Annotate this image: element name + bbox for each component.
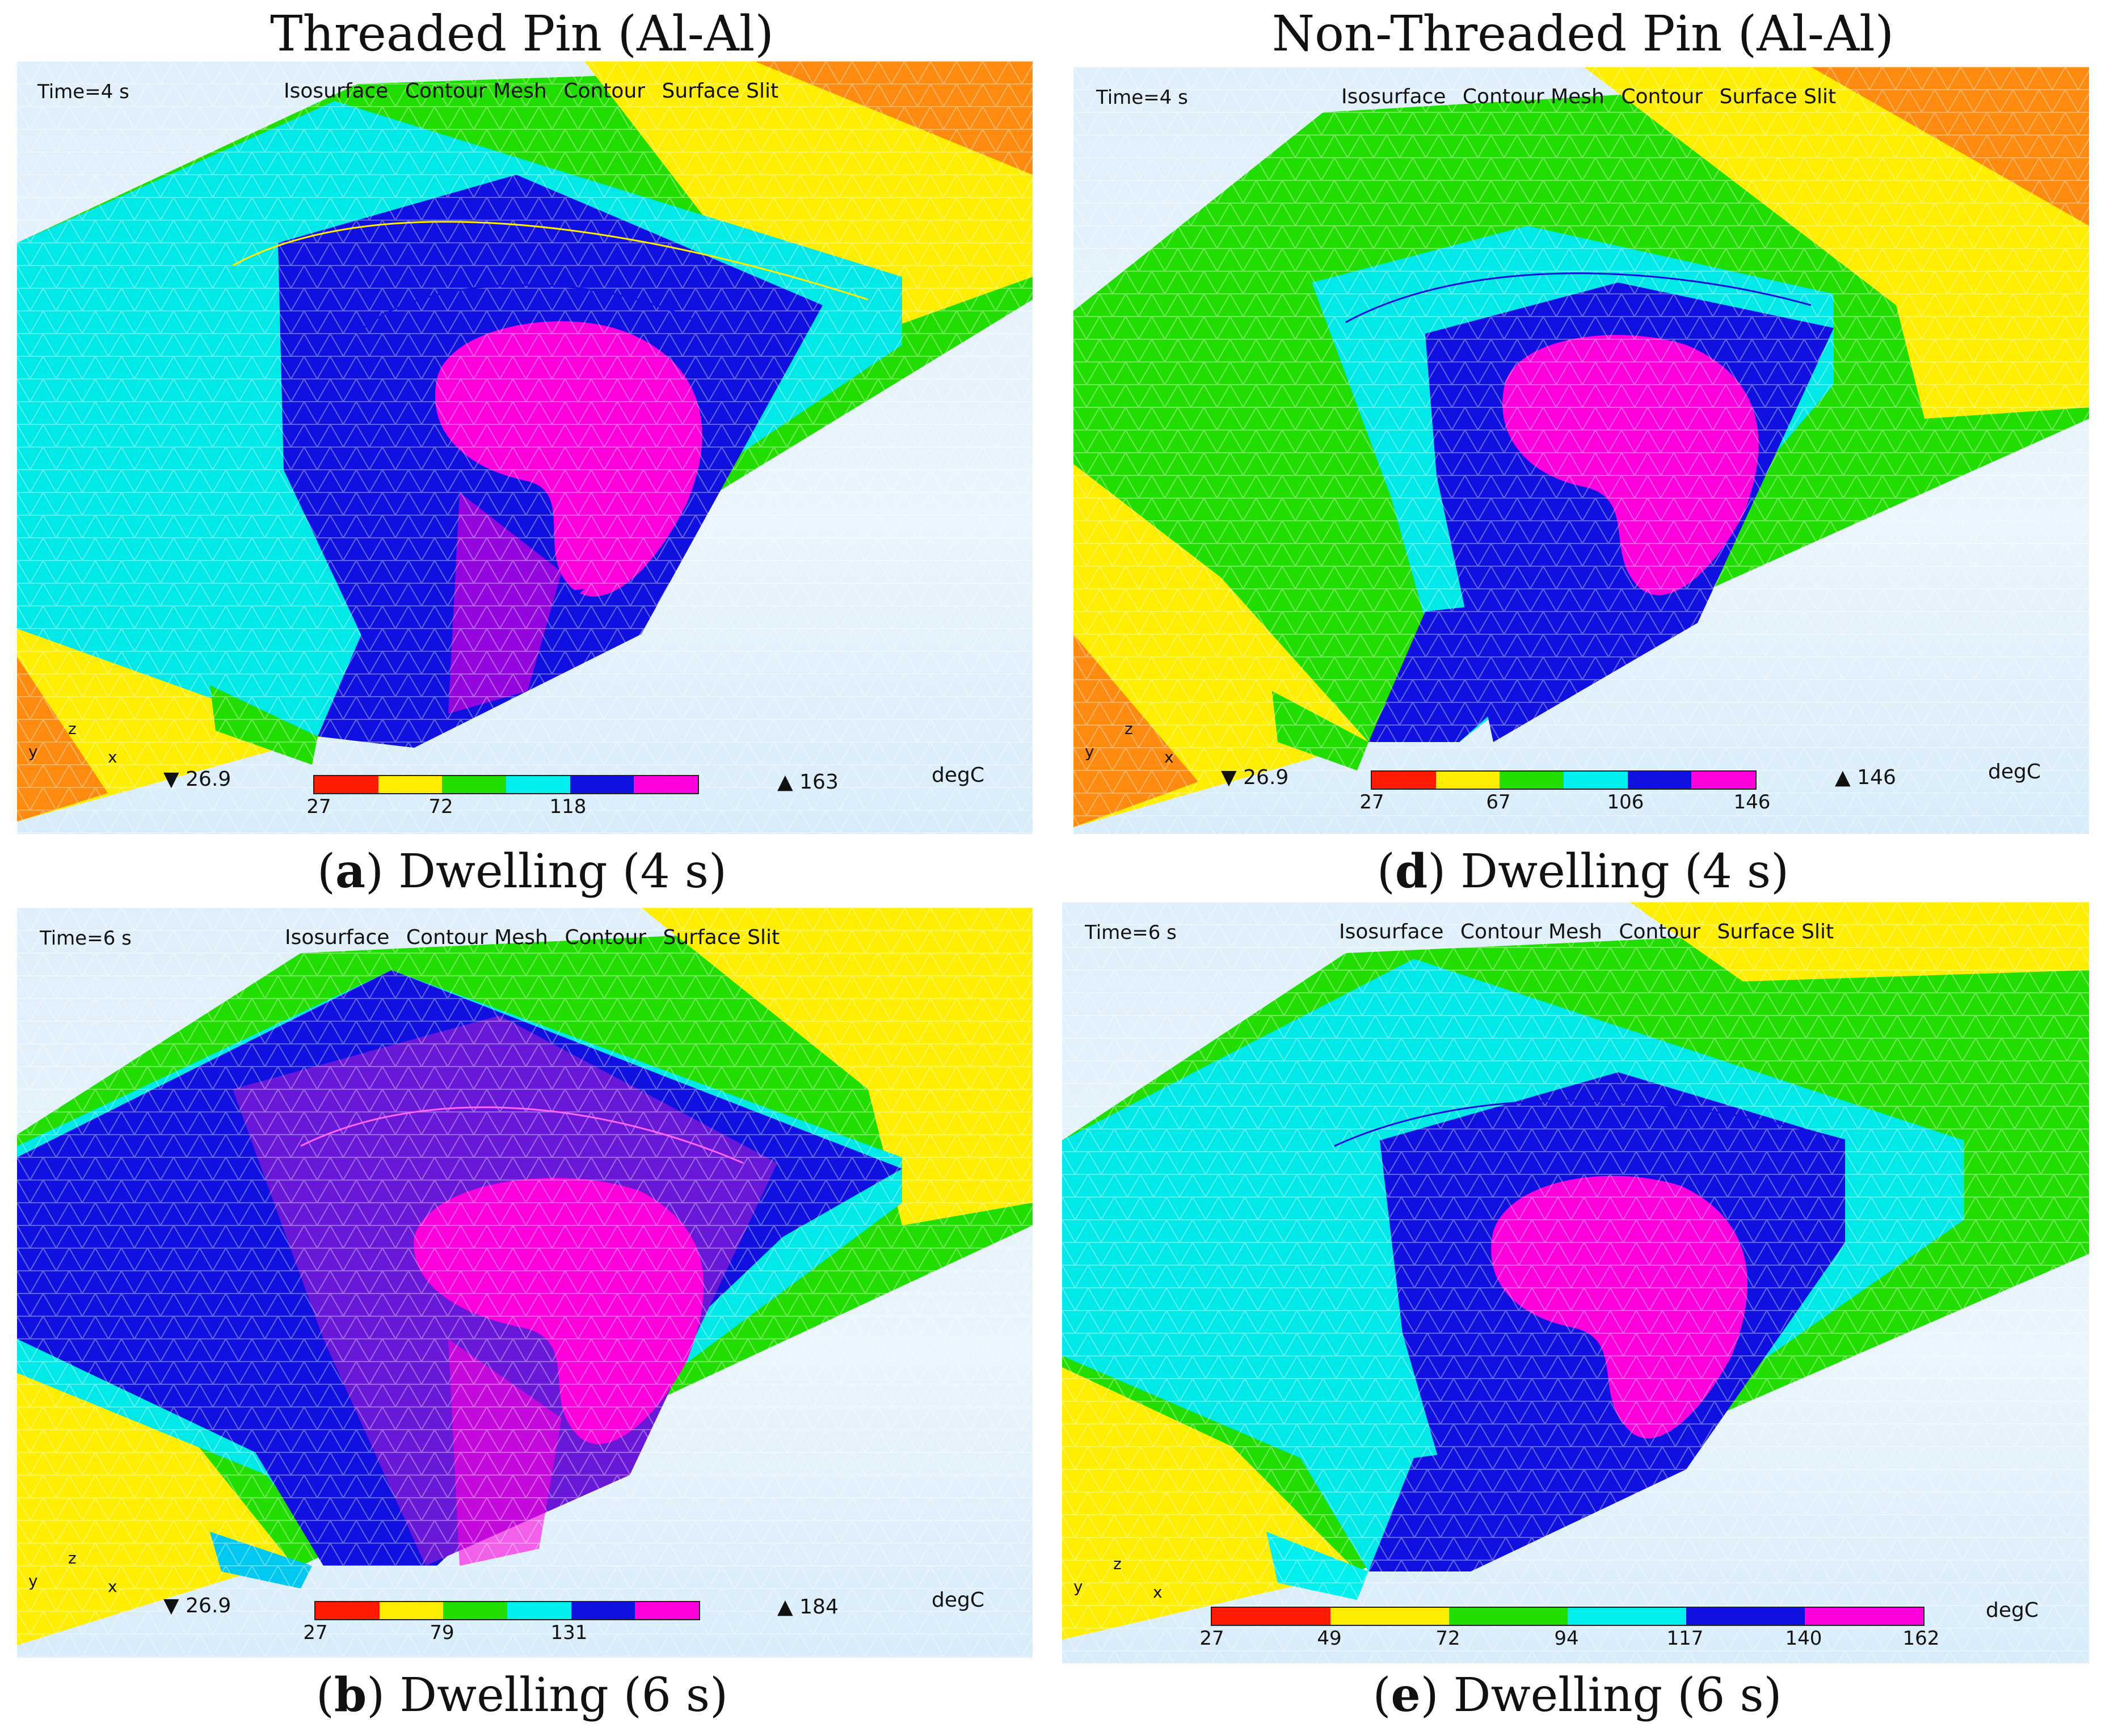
axis-z-label: z xyxy=(68,1549,77,1568)
panel-a-colorbar xyxy=(313,775,699,794)
menu-surface-slit[interactable]: Surface Slit xyxy=(662,79,779,103)
panel-a-unit-label: degC xyxy=(932,764,984,787)
panel-b-mesh-render xyxy=(17,908,1033,1658)
caption-d: (d) Dwelling (4 s) xyxy=(1376,844,1789,899)
menu-surface-slit[interactable]: Surface Slit xyxy=(663,926,780,949)
column-title-left: Threaded Pin (Al-Al) xyxy=(270,6,774,62)
menu-contour-mesh[interactable]: Contour Mesh xyxy=(1460,920,1602,943)
panel-d-toolbar-menu: Isosurface Contour Mesh Contour Surface … xyxy=(1341,85,1846,108)
panel-e-time-label: Time=6 s xyxy=(1085,921,1177,944)
axis-y-label: y xyxy=(1085,742,1094,761)
panel-d-time-label: Time=4 s xyxy=(1096,86,1188,109)
axis-y-label: y xyxy=(28,1571,38,1590)
panel-a-max-value: ▲ 163 xyxy=(777,770,839,794)
menu-isosurface[interactable]: Isosurface xyxy=(285,926,390,949)
caption-a: (a) Dwelling (4 s) xyxy=(317,844,727,899)
axis-x-label: x xyxy=(1164,748,1174,766)
panel-d-colorbar xyxy=(1371,770,1757,790)
axis-x-label: x xyxy=(108,1577,117,1596)
panel-d-mesh-render xyxy=(1073,67,2089,834)
axis-y-label: y xyxy=(1073,1577,1083,1596)
panel-e-unit-label: degC xyxy=(1986,1599,2039,1622)
panel-b-unit-label: degC xyxy=(932,1588,984,1612)
panel-d-unit-label: degC xyxy=(1988,760,2041,783)
panel-e-toolbar-menu: Isosurface Contour Mesh Contour Surface … xyxy=(1339,920,1844,943)
menu-surface-slit[interactable]: Surface Slit xyxy=(1717,920,1834,943)
menu-isosurface[interactable]: Isosurface xyxy=(1339,920,1444,943)
axis-x-label: x xyxy=(1153,1583,1163,1602)
menu-isosurface[interactable]: Isosurface xyxy=(1341,85,1446,108)
menu-contour[interactable]: Contour xyxy=(1619,920,1701,943)
menu-contour[interactable]: Contour xyxy=(563,79,646,103)
axis-y-label: y xyxy=(28,742,38,761)
menu-isosurface[interactable]: Isosurface xyxy=(284,79,389,103)
menu-contour-mesh[interactable]: Contour Mesh xyxy=(405,79,547,103)
axis-z-label: z xyxy=(1125,719,1133,738)
axis-z-label: z xyxy=(68,719,77,738)
menu-surface-slit[interactable]: Surface Slit xyxy=(1719,85,1837,108)
axis-z-label: z xyxy=(1113,1554,1122,1573)
panel-b-colorbar xyxy=(314,1601,700,1620)
panel-a-toolbar-menu: Isosurface Contour Mesh Contour Surface … xyxy=(284,79,789,103)
panel-a-time-label: Time=4 s xyxy=(37,81,129,103)
panel-d-min-value: ▼ 26.9 xyxy=(1221,766,1289,789)
panel-a-min-value: ▼ 26.9 xyxy=(163,768,231,791)
panel-b-max-value: ▲ 184 xyxy=(777,1595,839,1619)
caption-b: (b) Dwelling (6 s) xyxy=(315,1668,728,1722)
axis-x-label: x xyxy=(108,748,117,766)
panel-e-mesh-render xyxy=(1062,902,2089,1663)
panel-e-colorbar xyxy=(1211,1607,1925,1626)
panel-a-viewport[interactable]: Time=4 s Isosurface Contour Mesh Contour… xyxy=(17,61,1033,834)
menu-contour-mesh[interactable]: Contour Mesh xyxy=(406,926,548,949)
menu-contour[interactable]: Contour xyxy=(1621,85,1703,108)
panel-d-max-value: ▲ 146 xyxy=(1835,766,1896,789)
menu-contour[interactable]: Contour xyxy=(565,926,647,949)
menu-contour-mesh[interactable]: Contour Mesh xyxy=(1462,85,1605,108)
panel-b-time-label: Time=6 s xyxy=(40,927,132,950)
panel-d-viewport[interactable]: Time=4 s Isosurface Contour Mesh Contour… xyxy=(1073,67,2089,834)
panel-b-viewport[interactable]: Time=6 s Isosurface Contour Mesh Contour… xyxy=(17,908,1033,1658)
panel-a-mesh-render xyxy=(17,61,1033,834)
panel-b-toolbar-menu: Isosurface Contour Mesh Contour Surface … xyxy=(285,926,790,949)
panel-e-viewport[interactable]: Time=6 s Isosurface Contour Mesh Contour… xyxy=(1062,902,2089,1663)
panel-b-min-value: ▼ 26.9 xyxy=(163,1594,231,1617)
caption-e: (e) Dwelling (6 s) xyxy=(1372,1668,1782,1722)
column-title-right: Non-Threaded Pin (Al-Al) xyxy=(1271,6,1894,62)
